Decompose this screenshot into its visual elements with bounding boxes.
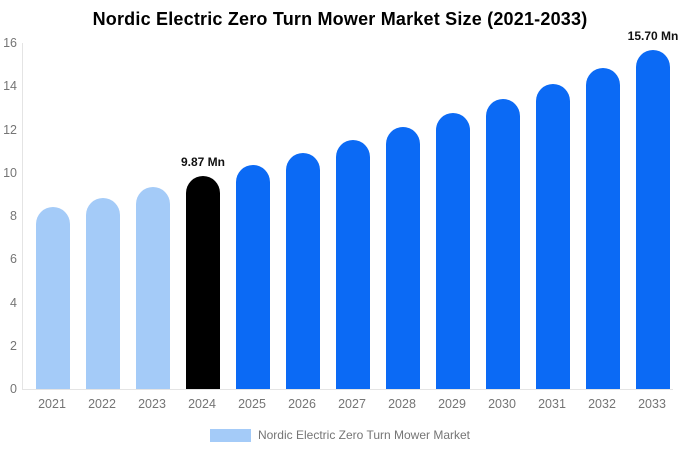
x-axis-tick-label: 2026 [288, 397, 316, 411]
bar-2023 [136, 186, 170, 389]
x-axis-tick-label: 2021 [38, 397, 66, 411]
x-axis-tick-label: 2022 [88, 397, 116, 411]
bar-2025 [236, 165, 270, 389]
x-axis-tick-label: 2027 [338, 397, 366, 411]
plot-area: 9.87 Mn 15.70 Mn [22, 29, 678, 390]
x-axis-tick-label: 2024 [188, 397, 216, 411]
bar-2029 [436, 113, 470, 389]
y-axis-tick-label: 12 [3, 122, 17, 137]
legend-label: Nordic Electric Zero Turn Mower Market [257, 428, 471, 442]
y-axis-tick-label: 0 [10, 382, 17, 396]
bar-2032 [586, 67, 620, 389]
bar-2033 [636, 49, 670, 389]
bar-2024 [186, 175, 220, 389]
x-axis-tick-label: 2032 [588, 397, 616, 411]
bar-2030 [486, 99, 520, 389]
y-axis-tick-label: 14 [3, 79, 17, 94]
x-axis-tick-label: 2023 [138, 397, 166, 411]
y-axis-tick-label: 16 [3, 36, 17, 50]
x-axis-tick-label: 2031 [538, 397, 566, 411]
value-label-2024: 9.87 Mn [180, 154, 225, 169]
bar-2021 [36, 207, 70, 389]
bar-2026 [286, 153, 320, 389]
x-axis-tick-label: 2025 [238, 397, 266, 411]
y-axis-tick-label: 10 [3, 165, 17, 180]
bar-2028 [386, 127, 420, 389]
bar-2022 [86, 197, 120, 389]
x-axis-tick-label: 2029 [438, 397, 466, 411]
value-label-2033: 15.70 Mn [627, 28, 679, 43]
x-axis-tick-label: 2030 [488, 397, 516, 411]
legend-swatch [209, 428, 251, 442]
bar-2027 [336, 140, 370, 389]
x-axis-tick-label: 2028 [388, 397, 416, 411]
y-axis-tick-label: 2 [10, 338, 17, 353]
x-axis-tick-label: 2033 [638, 397, 666, 411]
legend: Nordic Electric Zero Turn Mower Market [0, 428, 680, 442]
bar-2031 [536, 84, 570, 389]
chart-title: Nordic Electric Zero Turn Mower Market S… [92, 9, 588, 29]
y-axis-tick-label: 8 [10, 209, 17, 223]
y-axis-tick-label: 6 [10, 252, 17, 267]
y-axis-tick-label: 4 [10, 295, 17, 310]
